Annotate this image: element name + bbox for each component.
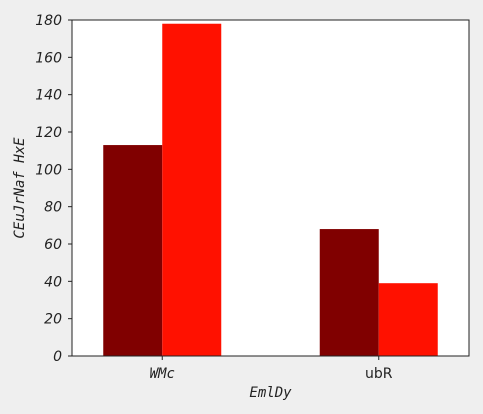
x-tick-label-WMc: WMc xyxy=(150,366,175,382)
y-tick-label: 0 xyxy=(53,349,62,365)
x-tick-label-ubR: ubR xyxy=(365,366,393,382)
bars xyxy=(103,23,438,356)
y-axis-ticks: 0 20 40 60 80 100 120 140 160 180 xyxy=(35,13,72,365)
x-axis-ticks: WMc ubR xyxy=(150,356,393,382)
bar-ubR-series-2 xyxy=(378,283,438,356)
bar-ubR-series-1 xyxy=(319,229,379,356)
plot-frame xyxy=(71,19,470,357)
y-tick-label: 20 xyxy=(44,312,62,328)
bar-WMc-series-1 xyxy=(103,145,163,356)
y-tick-label: 140 xyxy=(35,88,62,104)
y-tick-label: 60 xyxy=(44,237,62,253)
y-axis-label: CEuJrNaf HxE xyxy=(12,137,28,239)
y-tick-label: 160 xyxy=(35,50,62,66)
x-axis-label: EmlDy xyxy=(249,385,292,401)
y-tick-label: 100 xyxy=(35,162,62,178)
bar-WMc-series-2 xyxy=(162,23,222,356)
y-tick-label: 80 xyxy=(44,200,62,216)
y-tick-label: 120 xyxy=(35,125,62,141)
y-tick-label: 40 xyxy=(44,274,62,290)
y-tick-label: 180 xyxy=(35,13,62,29)
